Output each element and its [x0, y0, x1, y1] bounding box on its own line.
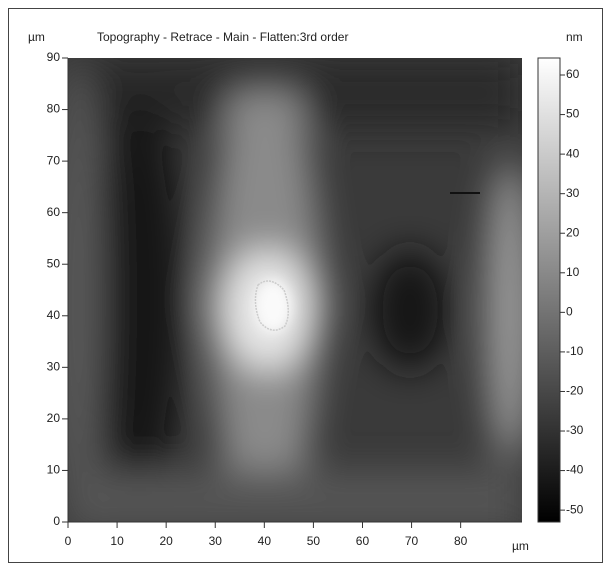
topography-image — [68, 58, 522, 522]
colorbar — [537, 57, 561, 523]
y-tick-label: 40 — [47, 308, 61, 322]
feature — [68, 470, 522, 522]
colorbar-tick-label: 20 — [566, 225, 580, 239]
y-tick-label: 90 — [47, 50, 61, 64]
x-tick-label: 10 — [110, 534, 124, 548]
colorbar-tick-label: 30 — [566, 186, 580, 200]
contour — [254, 280, 289, 331]
colorbar-tick-label: -40 — [566, 463, 584, 477]
x-tick-label: 40 — [258, 534, 272, 548]
bright-spot — [255, 280, 291, 332]
colorbar-tick-label: 50 — [566, 107, 580, 121]
colorbar-tick-label: 40 — [566, 146, 580, 160]
y-tick-label: 80 — [47, 102, 61, 116]
x-axis-unit: µm — [512, 539, 529, 553]
feature — [485, 160, 522, 460]
colorbar-tick-label: -50 — [566, 502, 584, 516]
x-tick-label: 60 — [356, 534, 370, 548]
y-tick-label: 20 — [47, 411, 61, 425]
y-tick-label: 10 — [47, 463, 61, 477]
feature — [370, 250, 450, 370]
x-tick-label: 50 — [307, 534, 321, 548]
y-axis-unit: µm — [28, 30, 45, 44]
y-tick-label: 50 — [47, 256, 61, 270]
y-tick-label: 0 — [53, 514, 60, 528]
colorbar-tick-label: 10 — [566, 265, 580, 279]
feature — [68, 60, 103, 522]
x-tick-label: 70 — [405, 534, 419, 548]
y-tick-label: 30 — [47, 360, 61, 374]
colorbar-tick-label: -30 — [566, 423, 584, 437]
colorbar-tick-label: 60 — [566, 67, 580, 81]
colorbar-tick-label: -10 — [566, 344, 584, 358]
frame — [8, 8, 603, 563]
y-tick-label: 60 — [47, 205, 61, 219]
x-tick-label: 0 — [65, 534, 72, 548]
title: Topography - Retrace - Main - Flatten:3r… — [97, 30, 348, 44]
x-tick-label: 80 — [454, 534, 468, 548]
x-tick-label: 20 — [159, 534, 173, 548]
feature — [95, 90, 185, 510]
x-tick-label: 30 — [209, 534, 223, 548]
y-tick-label: 70 — [47, 153, 61, 167]
colorbar-tick-label: -20 — [566, 384, 584, 398]
colorbar-tick-label: 0 — [566, 305, 573, 319]
colorbar-unit: nm — [566, 30, 583, 44]
